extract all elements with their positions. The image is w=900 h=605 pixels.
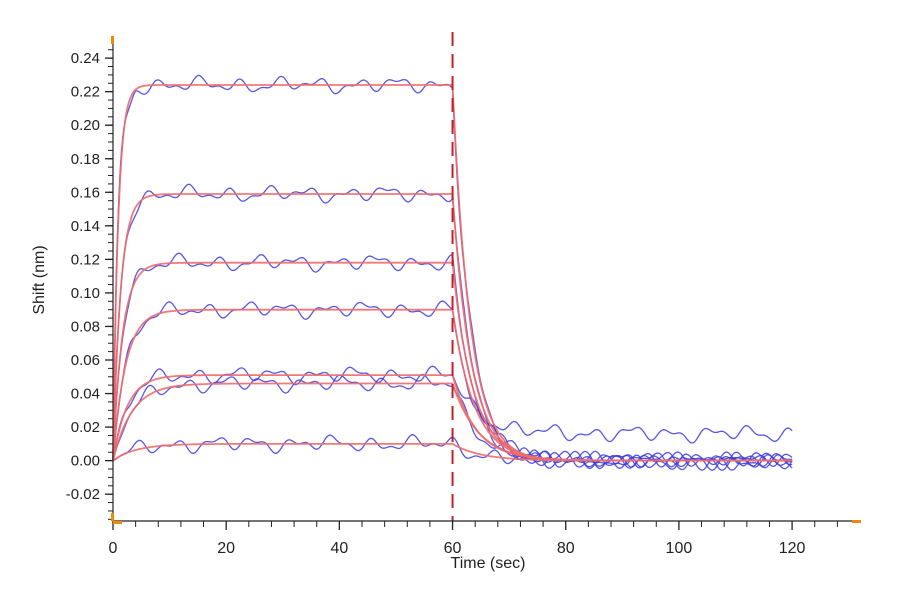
y-tick-label: 0.02 [71,419,100,436]
y-tick-label: 0.24 [71,50,100,67]
y-tick-label: 0.08 [71,318,100,335]
y-range-handle-top [111,36,114,44]
x-tick-label: 0 [109,540,118,557]
x-range-handle-left [113,521,122,524]
y-tick-label: 0.06 [71,352,100,369]
y-tick-label: 0.20 [71,117,100,134]
x-tick-label: 20 [217,540,235,557]
y-tick-label: 0.04 [71,386,100,403]
y-axis-label: Shift (nm) [31,245,48,314]
y-tick-label: 0.12 [71,251,100,268]
y-tick-label: -0.02 [66,486,100,503]
x-tick-label: 60 [444,540,462,557]
x-tick-label: 100 [666,540,693,557]
fit-curve [112,443,793,462]
x-range-handle-right [852,520,861,523]
y-tick-label: 0.00 [71,453,100,470]
fit-curve [112,84,793,462]
y-range-handle-bottom [111,513,114,521]
x-tick-label: 80 [557,540,575,557]
x-axis-label: Time (sec) [451,555,526,572]
x-tick-label: 120 [779,540,806,557]
y-tick-label: 0.18 [71,151,100,168]
y-tick-label: 0.14 [71,218,100,235]
y-tick-label: 0.16 [71,184,100,201]
axes-layer: -0.02 0.00 0.02 0.04 0.06 0.08 0.10 0.12 0.14 0.1… [66,36,861,557]
y-tick-label: 0.22 [71,84,100,101]
x-tick-label: 40 [330,540,348,557]
y-tick-label: 0.10 [71,285,100,302]
traces-layer [112,32,793,521]
